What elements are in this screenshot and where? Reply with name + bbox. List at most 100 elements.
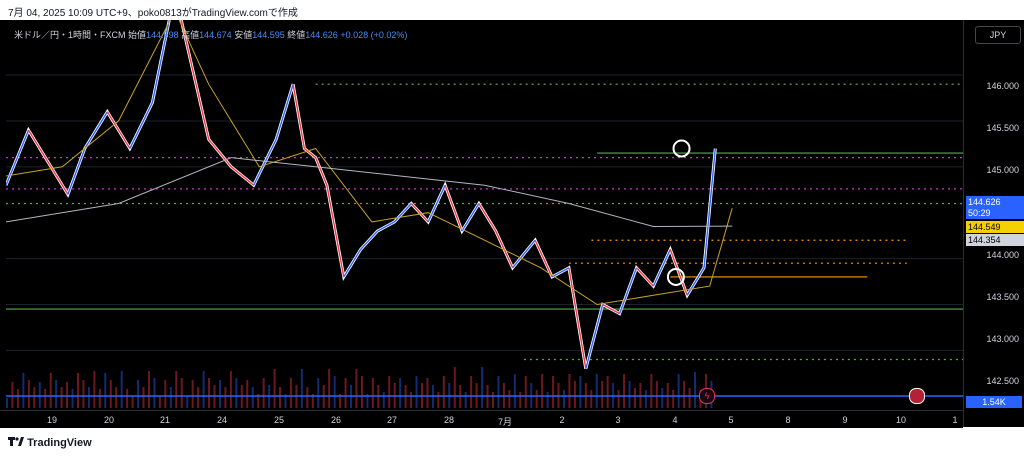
volume-bar [197,387,200,408]
highlight-circle [666,267,685,286]
change-value: +0.028 (+0.02%) [340,30,408,40]
candle-segment [275,84,294,140]
volume-bar [311,394,314,408]
volume-bar [27,380,30,408]
volume-bar [481,367,484,408]
volume-bar [683,381,686,408]
price-tick: 144.000 [986,250,1019,260]
price-tick: 145.500 [986,123,1019,133]
volume-bar [601,381,604,408]
last-price-tag: 144.626 [966,196,1024,208]
tradingview-logo[interactable]: TradingView [8,436,92,449]
candle-segment [191,65,210,140]
candle-segment [703,148,717,268]
candle-segment [50,166,69,195]
volume-bar [606,376,609,408]
volume-bar [38,382,41,408]
ma-slow-tag: 144.354 [966,234,1024,246]
candle-segment [461,203,480,232]
volume-bar [617,390,620,408]
candle-segment [303,147,317,159]
volume-bar [410,392,413,408]
volume-bar [55,380,58,408]
candle-segment [106,111,131,149]
volume-bar [229,371,232,408]
volume-bar [655,381,658,408]
volume-bar [360,376,363,408]
time-tick: 24 [216,415,228,425]
candle-segment [410,203,429,223]
volume-bar [524,376,527,408]
volume-bar [628,381,631,408]
time-tick: 2 [559,415,565,425]
volume-bar [328,369,331,408]
candle-segment [253,138,277,186]
volume-bar [453,367,456,408]
volume-bar [437,392,440,408]
tradingview-logo-icon [8,437,24,446]
volume-bar [273,369,276,408]
volume-bar [399,378,402,408]
volume-bar [22,373,25,408]
volume-bar [464,392,467,408]
volume-bar [497,376,500,408]
volume-bar [508,390,511,408]
currency-button[interactable]: JPY [975,26,1021,44]
us-flag-icon[interactable] [909,388,925,404]
volume-bar [344,378,347,408]
volume-bar [388,376,391,408]
open-label: 始値 [128,30,147,40]
volume-bar [218,380,221,408]
candle-segment [377,221,395,232]
volume-bar [131,396,134,408]
volume-bar [415,376,418,408]
candle-segment [343,249,362,278]
time-tick: 25 [273,415,285,425]
candle-segment [618,267,638,314]
price-tick: 142.500 [986,376,1019,386]
volume-bar [650,374,653,408]
volume-bar [579,376,582,408]
volume-bar [158,396,161,408]
time-tick: 1 [952,415,958,425]
time-axis[interactable]: 19 20 21 24 25 26 27 28 7月 2 3 4 5 8 9 10 1 [0,410,963,428]
volume-bar [644,390,647,408]
candle-segment [652,249,671,287]
volume-bar [33,387,36,408]
volume-bar [147,371,150,408]
volume-bar [169,387,172,408]
volume-tag: 1.54K [966,396,1022,408]
price-axis[interactable]: JPY 146.000 145.500 145.000 144.000 143.… [963,20,1024,427]
chart-frame: 米ドル／円・1時間・FXCM 始値144.598 高値144.674 安値144… [0,20,1024,428]
volume-bar [535,390,538,408]
open-value: 144.598 [146,30,179,40]
volume-bar [284,394,287,408]
volume-bar [180,378,183,408]
volume-bar [93,371,96,408]
time-tick: 3 [615,415,621,425]
volume-bar [426,378,429,408]
time-tick: 20 [103,415,115,425]
time-tick: 21 [159,415,171,425]
fast-moving-average-line [6,20,733,306]
volume-bar [16,389,19,408]
volume-bar [562,390,565,408]
volume-bar [568,374,571,408]
candle-segment [568,267,587,369]
price-tick: 146.000 [986,81,1019,91]
price-chart[interactable] [6,20,963,427]
lightning-icon[interactable]: ϟ [699,388,715,404]
high-label: 高値 [181,30,200,40]
volume-bar [262,378,265,408]
volume-bar [694,372,697,408]
price-tick: 143.500 [986,292,1019,302]
volume-bar [300,369,303,408]
volume-bar [120,371,123,408]
candle-segment [27,129,52,168]
candle-segment [686,267,705,296]
volume-bar [109,380,112,408]
volume-bar [164,380,167,408]
volume-bar [208,378,211,408]
high-value: 144.674 [199,30,232,40]
volume-bar [126,389,129,408]
